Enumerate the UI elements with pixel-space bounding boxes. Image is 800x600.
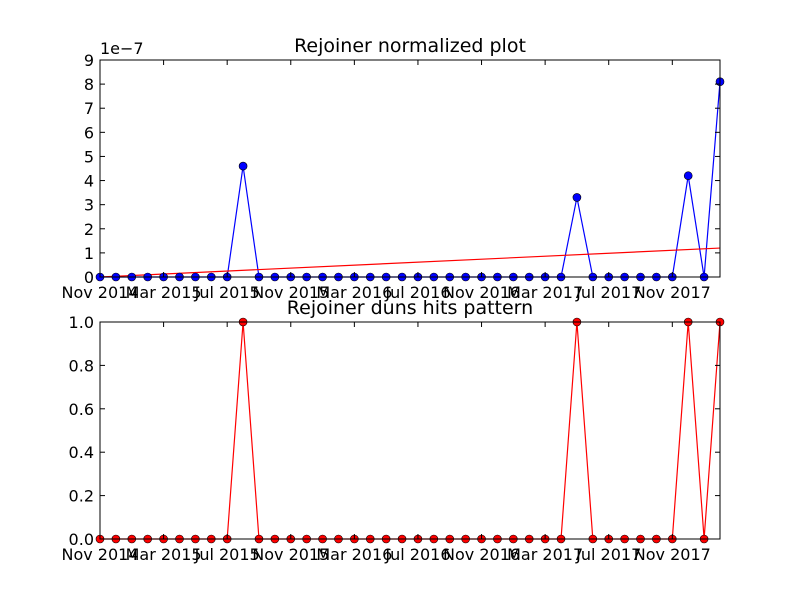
y-tick-label: 4 — [84, 172, 94, 191]
y-tick-label: 0.4 — [69, 443, 94, 462]
axes-frame — [99, 321, 721, 540]
y-tick-label: 9 — [84, 51, 94, 70]
data-point — [572, 193, 582, 202]
x-tick-label: Nov 2017 — [634, 545, 711, 564]
plot-area — [100, 60, 720, 277]
y-tick-label: 0.6 — [69, 400, 94, 419]
x-tick-label: Mar 2017 — [507, 545, 583, 564]
x-tick-label: Mar 2016 — [316, 545, 392, 564]
x-tick-label: Jul 2016 — [384, 545, 450, 564]
y-tick-label: 5 — [84, 147, 94, 166]
y-tick-label: 0 — [84, 268, 94, 287]
x-tick-label: Mar 2017 — [507, 283, 583, 302]
data-point — [238, 161, 248, 171]
x-tick-label: Jul 2017 — [575, 283, 641, 302]
x-tick-label: Nov 2015 — [252, 545, 329, 564]
x-tick-label: Nov 2016 — [443, 283, 520, 302]
trend-line — [99, 247, 721, 278]
y-tick-label: 2 — [84, 220, 94, 239]
y-tick-label: 1.0 — [69, 313, 94, 332]
chart-title: Rejoiner duns hits pattern — [287, 297, 533, 319]
y-tick-label: 7 — [84, 99, 94, 118]
x-tick-label: Nov 2017 — [634, 283, 711, 302]
x-tick-label: Mar 2015 — [126, 283, 202, 302]
x-tick-label: Nov 2014 — [61, 545, 138, 564]
y-tick-label: 8 — [84, 75, 94, 94]
data-point — [683, 171, 693, 181]
x-tick-label: Jul 2015 — [194, 545, 260, 564]
y-tick-label: 0.8 — [69, 356, 94, 375]
y-tick-label: 0.0 — [69, 530, 94, 549]
y-tick-label: 1 — [84, 244, 94, 263]
x-tick-label: Jul 2016 — [384, 283, 450, 302]
x-tick-label: Nov 2014 — [61, 283, 138, 302]
plot-area — [100, 322, 720, 539]
x-tick-label: Jul 2017 — [575, 545, 641, 564]
chart-title: Rejoiner normalized plot — [294, 35, 526, 57]
y-tick-label: 6 — [84, 123, 94, 142]
x-tick-label: Jul 2015 — [194, 283, 260, 302]
x-tick-label: Mar 2015 — [126, 545, 202, 564]
x-tick-label: Nov 2016 — [443, 545, 520, 564]
axes-frame — [99, 59, 721, 278]
x-tick-label: Mar 2016 — [316, 283, 392, 302]
y-tick-label: 0.2 — [69, 487, 94, 506]
x-tick-label: Nov 2015 — [252, 283, 329, 302]
y-tick-label: 3 — [84, 196, 94, 215]
offset-label: 1e−7 — [100, 39, 144, 58]
